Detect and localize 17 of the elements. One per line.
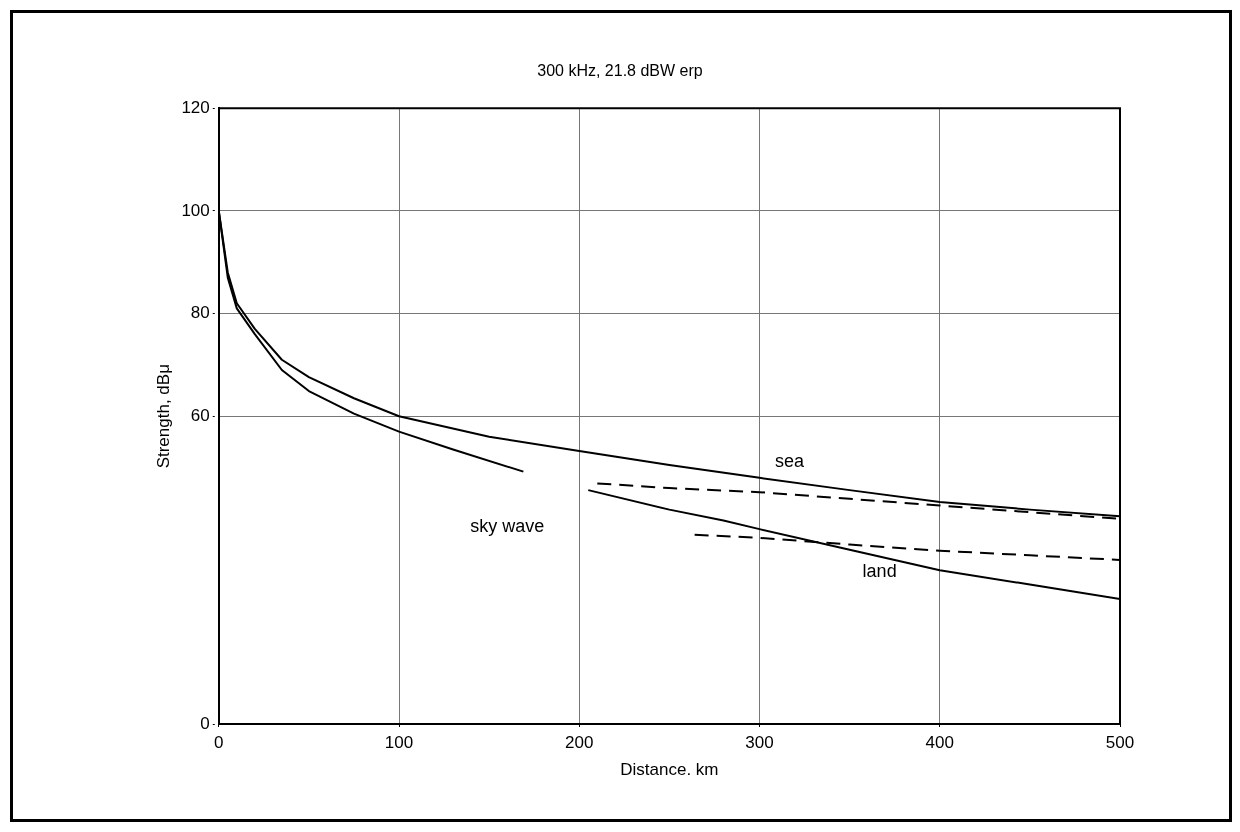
x-tick-label: 500 — [1105, 733, 1135, 753]
y-tick-label: 60 — [190, 405, 210, 425]
y-tick-label: 0 — [200, 713, 210, 733]
y-tick-label: 80 — [190, 303, 210, 323]
y-axis-title: Strength, dBμ — [153, 364, 173, 469]
x-tick-label: 0 — [214, 733, 224, 753]
x-tick-label: 200 — [565, 733, 594, 753]
x-tick-label: 300 — [745, 733, 774, 753]
x-axis-title: Distance. km — [620, 760, 719, 780]
y-tick-label: 100 — [181, 200, 210, 220]
y-tick-label: 120 — [181, 97, 210, 117]
annotation: sky wave — [470, 516, 545, 537]
series-label: land — [862, 560, 897, 581]
chart-title: 300 kHz, 21.8 dBW erp — [536, 62, 704, 80]
x-tick-label: 100 — [384, 733, 414, 753]
x-tick-label: 400 — [925, 733, 954, 753]
series-label: sea — [774, 450, 805, 471]
